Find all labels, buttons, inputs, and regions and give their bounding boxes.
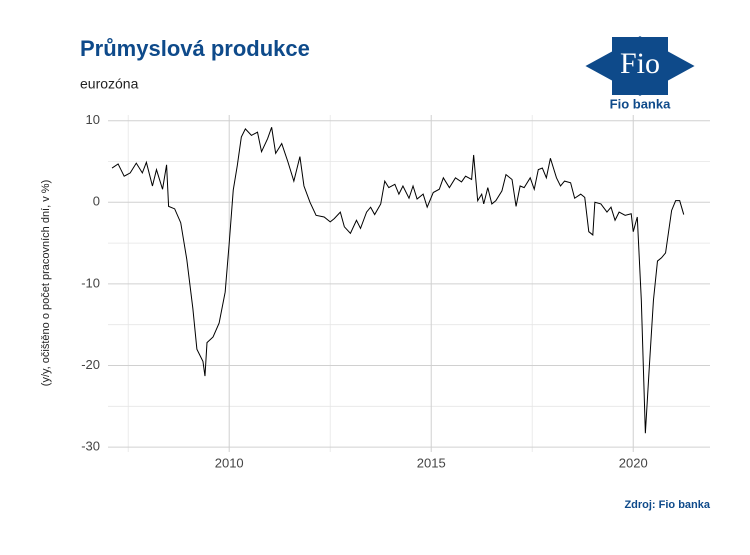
chart-subtitle: eurozóna [80,76,139,92]
x-tick-label: 2020 [619,455,648,470]
y-axis-label: (y/y, očištěno o počet pracovních dní, v… [40,180,52,386]
logo-box [612,37,668,95]
x-tick-label: 2015 [417,455,446,470]
x-tick-label: 2010 [215,455,244,470]
logo-left [587,52,612,80]
logo-mark: Fio [620,47,660,80]
logo: Fio Fio banka [585,36,695,111]
data-line [111,127,685,434]
y-tick-label: -10 [81,275,100,290]
y-tick-label: 0 [93,194,100,209]
y-tick-label: 10 [86,112,100,127]
y-tick-label: -30 [81,439,100,454]
source: Zdroj: Fio banka [624,499,710,511]
logo-name: Fio banka [610,96,671,111]
logo-right [668,52,693,80]
y-tick-label: -20 [81,357,100,372]
chart-title: Průmyslová produkce [80,36,310,61]
